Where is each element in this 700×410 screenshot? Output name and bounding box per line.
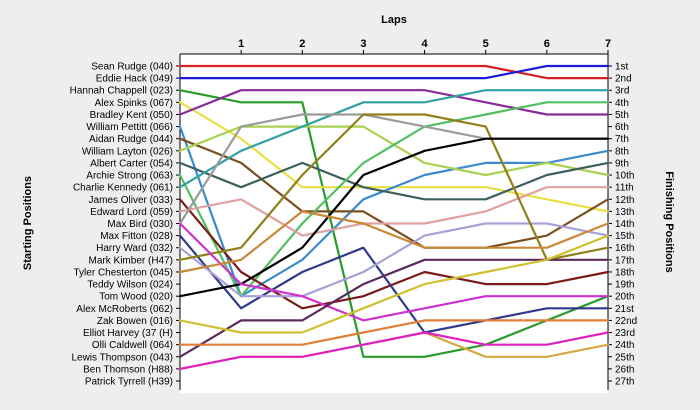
start-position-label: Charlie Kennedy (061) (73, 183, 173, 194)
finish-position-label: 19th (615, 280, 634, 291)
finish-position-label: 9th (615, 158, 629, 169)
start-position-label: Max Fitton (028) (100, 231, 173, 242)
x-tick-label: 4 (422, 38, 429, 50)
start-position-label: Bradley Kent (050) (90, 110, 173, 121)
series-line (178, 64, 610, 80)
start-position-label: Mark Kimber (H47) (89, 255, 173, 266)
start-position-label: Aidan Rudge (044) (89, 134, 173, 145)
finish-position-label: 26th (615, 364, 634, 375)
finish-position-label: 17th (615, 255, 634, 266)
start-position-label: James Oliver (033) (89, 195, 173, 206)
start-position-label: Zak Bowen (016) (97, 316, 173, 327)
finish-position-label: 12th (615, 195, 634, 206)
x-tick-label: 2 (299, 38, 305, 50)
start-position-label: Edward Lord (059) (90, 207, 173, 218)
start-position-label: Max Bird (030) (107, 219, 173, 230)
series-line (178, 186, 610, 237)
x-tick-label: 7 (605, 38, 611, 50)
finish-position-label: 20th (615, 292, 634, 303)
series-line (178, 210, 610, 274)
series-line (178, 161, 610, 201)
start-position-label: William Layton (026) (82, 146, 173, 157)
y-axis-title-right: Finishing Positions (663, 171, 675, 272)
chart-title: Laps (381, 14, 407, 26)
series-line (178, 64, 610, 80)
start-position-label: Eddie Hack (049) (96, 74, 173, 85)
series-line (178, 331, 610, 370)
start-position-label: Tyler Chesterton (045) (74, 267, 174, 278)
finish-position-label: 16th (615, 243, 634, 254)
finish-position-label: 27th (615, 377, 634, 388)
start-position-label: Teddy Wilson (024) (87, 280, 173, 291)
series-line (178, 89, 610, 358)
start-position-label: Lewis Thompson (043) (71, 352, 173, 363)
series-line (178, 125, 610, 298)
start-position-label: Patrick Tyrrell (H39) (85, 377, 173, 388)
start-position-label: William Pettitt (066) (86, 122, 173, 133)
series-line (178, 89, 610, 116)
finish-position-label: 10th (615, 171, 634, 182)
start-position-label: Archie Strong (063) (86, 171, 173, 182)
series-line (178, 89, 610, 189)
finish-position-label: 8th (615, 146, 629, 157)
start-position-label: Alex McRoberts (062) (76, 304, 173, 315)
series-line (178, 258, 610, 358)
start-position-label: Alex Spinks (067) (95, 98, 173, 109)
finish-position-label: 15th (615, 231, 634, 242)
finish-position-label: 25th (615, 352, 634, 363)
start-position-label: Olli Caldwell (064) (92, 340, 173, 351)
finish-position-label: 6th (615, 122, 629, 133)
x-tick-label: 6 (544, 38, 550, 50)
series-line (178, 319, 610, 346)
series-line (178, 137, 610, 298)
finish-position-label: 5th (615, 110, 629, 121)
start-position-label: Tom Wood (020) (99, 292, 173, 303)
x-tick-label: 1 (238, 38, 244, 50)
start-position-label: Sean Rudge (040) (91, 62, 173, 73)
x-tick-label: 3 (360, 38, 366, 50)
x-tick-label: 5 (483, 38, 489, 50)
start-position-label: Elliot Harvey (37 (H) (83, 328, 173, 339)
finish-position-label: 11th (615, 183, 634, 194)
y-axis-title-left: Starting Positions (22, 176, 34, 270)
finish-position-label: 24th (615, 340, 634, 351)
finish-position-label: 22nd (615, 316, 637, 327)
series-line (178, 101, 610, 298)
finish-position-label: 7th (615, 134, 629, 145)
series-line (178, 113, 610, 261)
finish-position-label: 14th (615, 219, 634, 230)
finish-position-label: 23rd (615, 328, 635, 339)
finish-position-label: 4th (615, 98, 629, 109)
series-line (178, 234, 610, 334)
finish-position-label: 13th (615, 207, 634, 218)
start-position-label: Ben Thomson (H88) (83, 364, 173, 375)
finish-position-label: 21st (615, 304, 634, 315)
finish-position-label: 3rd (615, 86, 629, 97)
finish-position-label: 1st (615, 62, 629, 73)
finish-position-label: 2nd (615, 74, 632, 85)
series-line (178, 222, 610, 298)
start-position-label: Hannah Chappell (023) (70, 86, 173, 97)
finish-position-label: 18th (615, 267, 634, 278)
series-line (178, 222, 610, 322)
series-line (178, 234, 610, 334)
start-position-label: Albert Carter (054) (90, 158, 173, 169)
start-position-label: Harry Ward (032) (96, 243, 173, 254)
